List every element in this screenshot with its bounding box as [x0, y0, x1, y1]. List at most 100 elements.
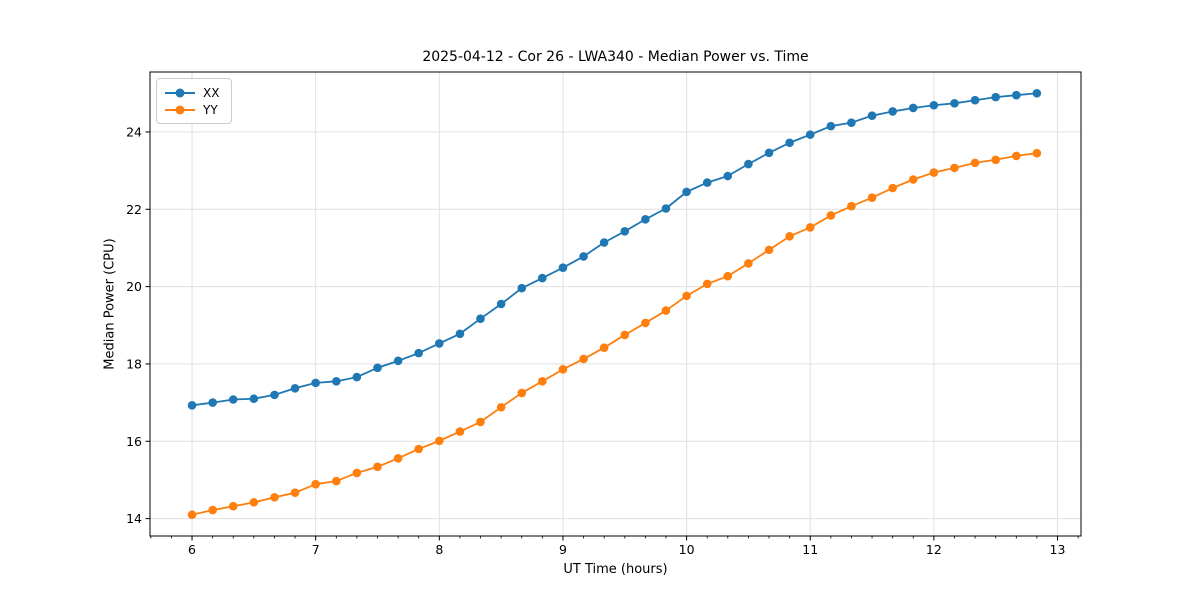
series-XX-point	[558, 263, 568, 272]
series-YY-point	[393, 453, 403, 463]
x-tick-label: 13	[1050, 542, 1066, 557]
y-tick-label: 16	[126, 434, 142, 449]
series-XX-point	[702, 178, 712, 187]
series-YY-point	[270, 493, 279, 502]
y-tick-label: 20	[126, 279, 142, 294]
series-YY-point	[208, 505, 217, 515]
series-YY-point	[187, 510, 197, 520]
series-YY-point	[929, 168, 939, 177]
series-YY-point	[496, 402, 506, 412]
series-XX-point	[332, 377, 341, 386]
series-YY-point	[867, 193, 877, 202]
series-YY-point	[785, 232, 794, 241]
series-XX-point	[455, 329, 465, 339]
legend-line-sample-xx	[165, 88, 195, 98]
x-axis-label: UT Time (hours)	[563, 562, 668, 577]
x-tick-label: 12	[926, 542, 942, 557]
series-YY-point	[311, 479, 320, 489]
series-XX-point	[1032, 88, 1042, 98]
series-YY-point	[332, 476, 341, 486]
series-YY-point	[228, 501, 238, 511]
x-tick-label: 7	[312, 542, 320, 557]
series-XX-point	[496, 299, 506, 309]
series-XX-point	[723, 171, 733, 181]
x-tick-label: 8	[435, 542, 443, 557]
series-XX-point	[414, 348, 423, 358]
series-XX-point	[435, 339, 444, 348]
series-YY-point	[661, 306, 671, 315]
series-YY-point	[908, 175, 918, 184]
legend: XX YY	[156, 78, 232, 124]
series-XX-point	[991, 92, 1000, 102]
legend-label-xx: XX	[203, 85, 220, 100]
series-XX-point	[888, 107, 897, 116]
series-XX-point	[599, 238, 609, 247]
series-XX-point	[950, 99, 959, 108]
chart-title: 2025-04-12 - Cor 26 - LWA340 - Median Po…	[422, 49, 809, 65]
series-XX-point	[579, 252, 588, 261]
series-YY-point	[599, 343, 609, 352]
series-XX-point	[517, 283, 527, 293]
series-YY-point	[702, 279, 712, 289]
series-YY-line	[191, 152, 1038, 516]
series-XX-point	[744, 159, 753, 169]
series-XX-point	[785, 138, 794, 148]
x-tick-label: 11	[802, 542, 818, 557]
series-YY-point	[579, 354, 588, 364]
series-YY-point	[352, 468, 362, 478]
series-XX-line	[191, 92, 1038, 407]
series-YY-point	[538, 377, 547, 386]
series-XX-point	[311, 378, 320, 388]
y-tick-label: 22	[126, 202, 142, 217]
x-tick-label: 10	[679, 542, 695, 557]
series-XX-point	[270, 390, 279, 400]
series-YY-point	[847, 201, 856, 211]
legend-marker-icon-yy	[175, 105, 185, 115]
series-XX-point	[1012, 90, 1021, 100]
series-XX-point	[641, 215, 650, 224]
series-YY-point	[805, 223, 815, 232]
series-YY-point	[290, 488, 300, 497]
series-YY-point	[1032, 148, 1042, 158]
series-XX-point	[805, 130, 815, 139]
x-tick-label: 9	[559, 542, 567, 557]
series-YY-point	[950, 163, 959, 173]
series-XX-point	[208, 398, 217, 407]
series-YY-point	[888, 183, 897, 193]
series-XX-point	[373, 363, 382, 373]
series-YY-point	[826, 211, 836, 220]
series-XX-point	[826, 121, 836, 131]
legend-label-yy: YY	[203, 103, 218, 118]
series-XX-point	[393, 356, 403, 366]
legend-entry-yy: YY	[165, 102, 223, 120]
y-axis-label: Median Power (CPU)	[102, 238, 118, 370]
series-XX-point	[867, 111, 877, 120]
series-XX-point	[249, 394, 259, 404]
y-tick-label: 14	[126, 511, 142, 526]
series-YY-point	[517, 388, 527, 398]
series-YY-point	[991, 155, 1000, 165]
series-YY-point	[1012, 151, 1021, 161]
series-YY-point	[682, 291, 691, 301]
y-tick-label: 24	[126, 124, 142, 139]
series-YY-point	[723, 271, 733, 281]
legend-marker-icon-xx	[175, 88, 185, 98]
series-XX-point	[476, 314, 485, 323]
series-YY-point	[970, 158, 980, 168]
series-YY-point	[764, 245, 774, 255]
series-YY-point	[744, 259, 753, 268]
series-XX-point	[228, 395, 238, 404]
series-YY-point	[476, 417, 485, 427]
series-XX-point	[187, 401, 197, 410]
series-YY-point	[641, 318, 650, 328]
series-XX-point	[661, 204, 671, 213]
y-tick-label: 18	[126, 356, 142, 371]
series-XX-point	[538, 273, 547, 283]
series-XX-point	[764, 148, 774, 158]
series-YY-point	[373, 462, 382, 472]
x-tick-label: 6	[188, 542, 196, 557]
series-YY-point	[435, 436, 444, 446]
legend-line-sample-yy	[165, 105, 195, 115]
